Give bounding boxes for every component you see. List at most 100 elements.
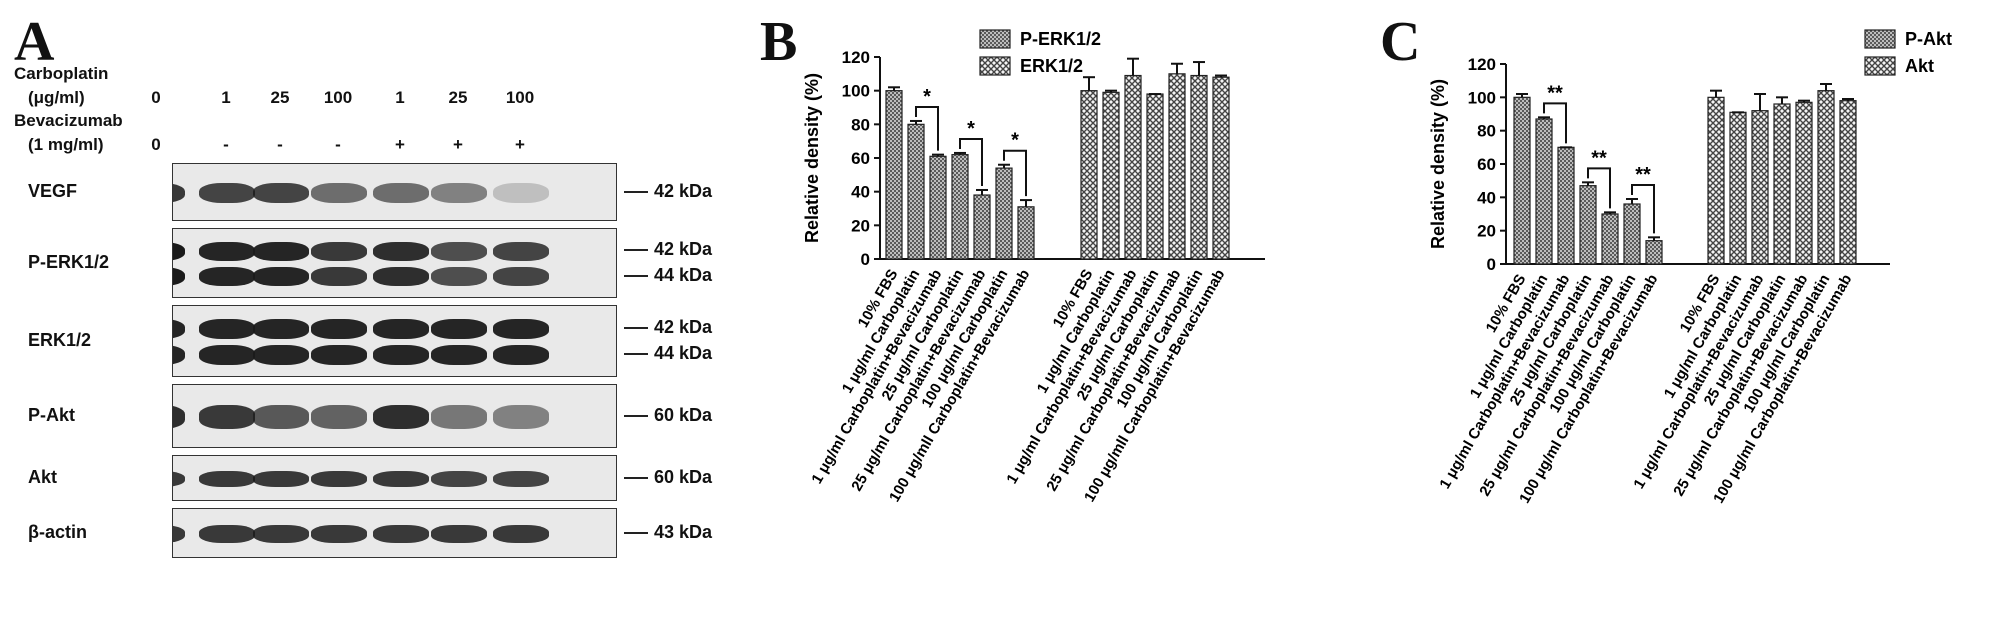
kda-tick [624, 274, 648, 277]
kda-tick [624, 532, 648, 534]
blot-band [431, 344, 487, 366]
bar [1102, 91, 1120, 260]
panel-letter-c: C [1380, 11, 1421, 73]
legend-swatch [979, 56, 1011, 76]
significance-marker: ** [1635, 164, 1651, 186]
bar [1707, 96, 1725, 265]
blot-label-4: Akt [28, 467, 58, 487]
blot-band [373, 318, 429, 340]
kda-tick [624, 191, 648, 193]
kda-tick [624, 249, 648, 252]
blot-image-4 [172, 455, 617, 501]
blot-band [173, 318, 185, 340]
blot-band [431, 470, 487, 488]
panel-c-akt-chart: C 0 20 40 60 80 100 120 Relative density (%) 10%… [1380, 0, 2008, 639]
bar [951, 154, 969, 260]
kda-label: 43 kDa [654, 522, 713, 542]
blot-band [493, 344, 549, 366]
legend-label: ERK1/2 [1020, 56, 1083, 76]
blot-band [173, 241, 185, 262]
blot-band [431, 182, 487, 204]
bar [1535, 118, 1553, 265]
y-tick-label: 40 [1477, 188, 1496, 207]
blot-band [493, 470, 549, 488]
blot-band [253, 470, 309, 488]
legend-swatch [1864, 56, 1896, 76]
kda-tick [624, 327, 648, 330]
blot-image-3 [172, 384, 617, 448]
significance-marker: ** [1547, 82, 1563, 104]
blot-band [173, 344, 185, 366]
legend-swatch [979, 29, 1011, 49]
y-tick-label: 20 [1477, 222, 1496, 241]
significance-bracket [915, 105, 939, 151]
legend-label: P-ERK1/2 [1020, 29, 1101, 49]
bar [929, 155, 947, 260]
bevacizumab-label: Bevacizumab [14, 111, 123, 130]
bar [1579, 185, 1597, 265]
blot-band [199, 405, 255, 429]
significance-bracket [1631, 184, 1655, 234]
y-tick-label: 100 [842, 82, 870, 101]
y-tick-label: 120 [842, 48, 870, 67]
bar [1729, 111, 1747, 265]
blot-band [373, 266, 429, 287]
kda-label: 44 kDa [654, 264, 713, 285]
blot-band [311, 525, 367, 543]
blot-band [173, 182, 185, 204]
bar [885, 90, 903, 260]
kda-tick [624, 415, 648, 417]
bar [1557, 146, 1575, 265]
blot-band [253, 318, 309, 340]
bevacizumab-dose-lane-6: + [453, 135, 463, 154]
blot-band [253, 344, 309, 366]
blot-band [493, 405, 549, 429]
bar [1645, 240, 1663, 265]
bar [1168, 73, 1186, 260]
panel-letter-a: A [14, 11, 55, 73]
bar [1623, 203, 1641, 265]
kda-label: 42 kDa [654, 239, 713, 260]
y-tick-label: 120 [1468, 55, 1496, 74]
bevacizumab-dose-lane-5: + [395, 135, 405, 154]
y-tick-label: 80 [851, 115, 870, 134]
y-tick-label: 60 [1477, 155, 1496, 174]
blot-image-0 [172, 163, 617, 221]
bar [973, 194, 991, 260]
significance-marker: * [923, 86, 931, 108]
blot-band [199, 266, 255, 287]
kda-label: 42 kDa [654, 317, 713, 338]
kda-label: 60 kDa [654, 405, 713, 425]
bevacizumab-dose-lane-7: + [515, 135, 525, 154]
y-tick-label: 0 [1487, 255, 1496, 274]
carboplatin-dose-lane-2: 1 [221, 88, 231, 107]
bar [1751, 110, 1769, 265]
blot-band [373, 182, 429, 204]
blot-label-3: P-Akt [28, 405, 76, 425]
blot-band [493, 266, 549, 287]
blot-band [311, 470, 367, 488]
blot-band [253, 266, 309, 287]
significance-marker: * [1011, 130, 1019, 152]
panel-b-erk-chart: B 0 20 40 60 80 100 120 Relative density (%) 10%… [760, 0, 1380, 639]
significance-bracket [1587, 167, 1611, 209]
bevacizumab-dose-lane-2: - [223, 135, 229, 154]
significance-marker: ** [1591, 147, 1607, 169]
blot-band [493, 182, 549, 204]
panel-letter-b: B [760, 11, 798, 73]
blot-band [311, 182, 367, 204]
y-tick-label: 60 [851, 149, 870, 168]
blot-band [173, 525, 185, 543]
legend-swatch [1864, 29, 1896, 49]
blot-band [253, 241, 309, 262]
blot-band [431, 525, 487, 543]
bar [995, 167, 1013, 260]
carboplatin-dose-lane-6: 25 [448, 88, 468, 107]
bar [1212, 76, 1230, 260]
blot-band [199, 344, 255, 366]
blot-band [431, 241, 487, 262]
blot-band [173, 266, 185, 287]
blot-band [199, 241, 255, 262]
bar [1190, 74, 1208, 260]
